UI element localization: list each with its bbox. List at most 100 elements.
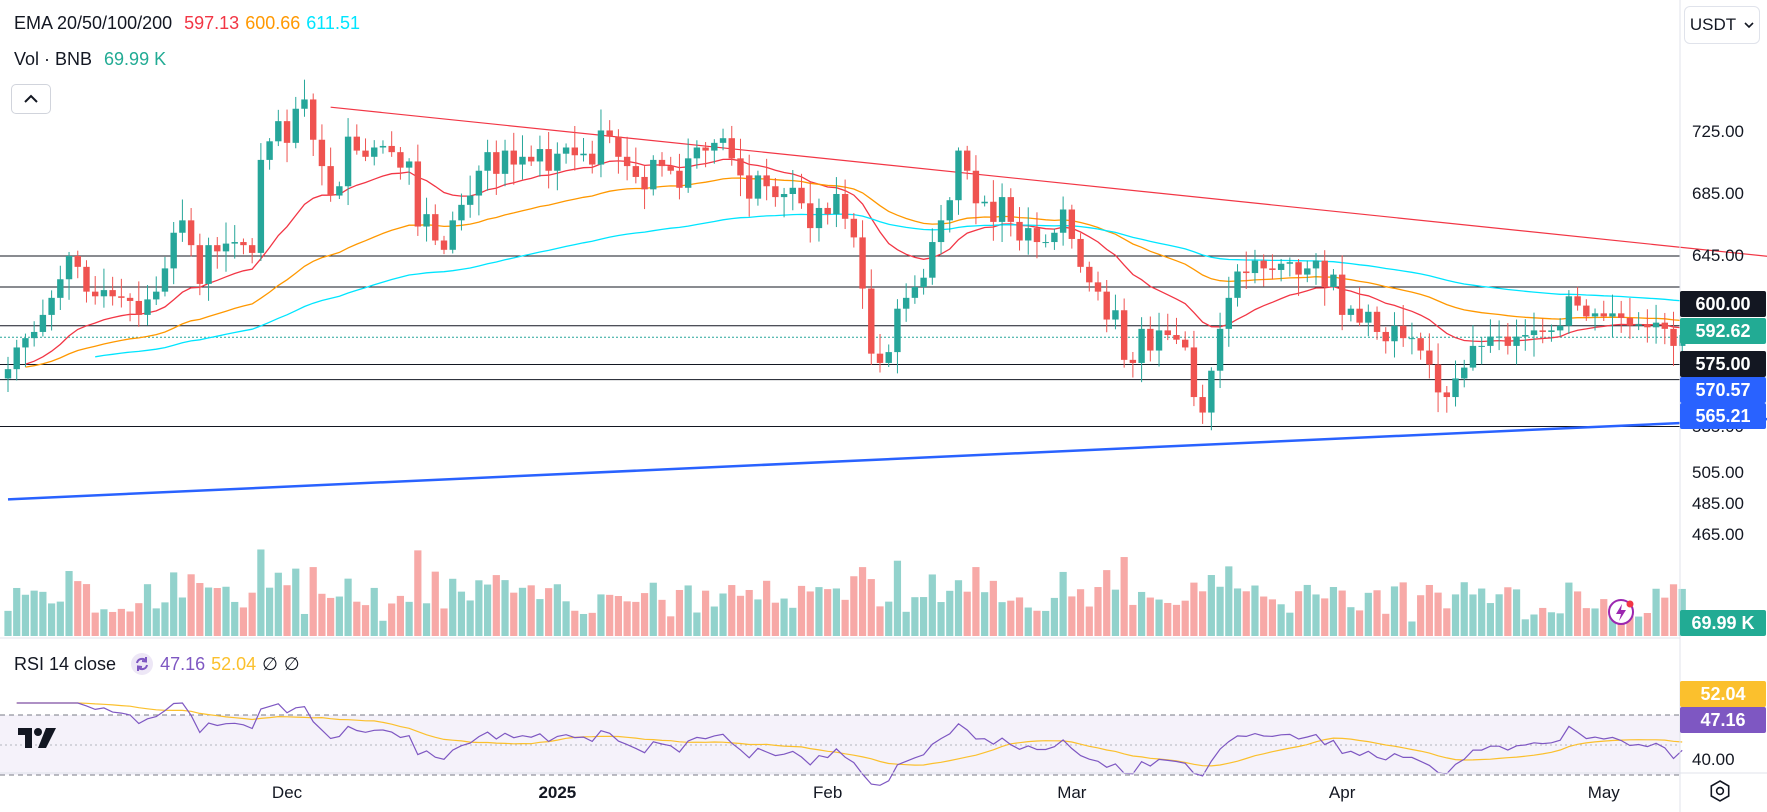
trendline-570-badge: 570.57 bbox=[1680, 377, 1766, 403]
volume-bar bbox=[632, 601, 640, 636]
candle-body bbox=[711, 142, 718, 151]
candle-body bbox=[310, 99, 317, 140]
candle-body bbox=[746, 175, 753, 199]
candle-body bbox=[1216, 328, 1224, 371]
volume-bar bbox=[318, 593, 326, 636]
volume-bar bbox=[806, 591, 814, 636]
candle-body bbox=[1461, 367, 1468, 379]
volume-bar bbox=[1015, 597, 1024, 636]
rsi-line bbox=[16, 702, 1683, 786]
volume-bar bbox=[1338, 590, 1346, 636]
candle-body bbox=[187, 220, 195, 246]
candle-body bbox=[1356, 308, 1363, 323]
volume-bar bbox=[379, 620, 387, 636]
flash-icon[interactable] bbox=[1606, 597, 1636, 627]
volume-bar bbox=[457, 591, 466, 636]
candle-body bbox=[632, 166, 640, 177]
candle-body bbox=[484, 152, 491, 171]
candle-body bbox=[510, 150, 517, 165]
candle-body bbox=[423, 214, 430, 227]
candle-body bbox=[737, 158, 744, 176]
price-tick-485-00: 485.00 bbox=[1692, 494, 1744, 513]
volume-bar bbox=[13, 587, 21, 636]
chevron-down-icon bbox=[1744, 21, 1754, 28]
volume-bar bbox=[858, 567, 867, 636]
volume-bar bbox=[327, 597, 335, 636]
volume-bar bbox=[1469, 594, 1477, 636]
candle-body bbox=[789, 187, 796, 194]
candle-body bbox=[196, 245, 204, 284]
volume-bar bbox=[763, 580, 771, 636]
candle-body bbox=[1182, 339, 1189, 348]
volume-bar bbox=[414, 550, 422, 636]
candle-body bbox=[885, 352, 892, 363]
volume-bar bbox=[1547, 612, 1556, 636]
candle-body bbox=[1522, 335, 1529, 337]
collapse-legend-button[interactable] bbox=[11, 84, 51, 114]
price-tick-465-00: 465.00 bbox=[1692, 525, 1744, 544]
candle-body bbox=[1583, 305, 1590, 317]
candle-body bbox=[153, 291, 160, 300]
candle-body bbox=[798, 187, 805, 204]
ema50-value: 600.66 bbox=[245, 13, 301, 33]
candle-body bbox=[562, 147, 570, 154]
last-price-badge: 592.62 bbox=[1680, 318, 1766, 344]
candle-body bbox=[1129, 359, 1137, 363]
candle-body bbox=[841, 194, 849, 219]
rsi-ma-badge: 52.04 bbox=[1680, 681, 1766, 707]
rsi-legend[interactable]: RSI 14 close 47.16 52.04 ∅ ∅ bbox=[14, 652, 300, 676]
volume-legend-label: Vol · BNB bbox=[14, 49, 93, 69]
volume-bar bbox=[1225, 566, 1233, 636]
volume-bar bbox=[370, 587, 378, 636]
volume-bar bbox=[39, 591, 47, 636]
candle-body bbox=[1286, 262, 1294, 264]
volume-bar bbox=[1390, 586, 1399, 636]
candle-body bbox=[1556, 325, 1564, 331]
volume-bar bbox=[571, 610, 579, 636]
candle-body bbox=[545, 149, 552, 171]
candle-body bbox=[1042, 242, 1049, 244]
volume-bar bbox=[614, 596, 622, 636]
volume-bar bbox=[1042, 610, 1050, 636]
candle-body bbox=[1103, 291, 1110, 320]
volume-bar bbox=[1399, 582, 1407, 636]
volume-legend[interactable]: Vol · BNB 69.99 K bbox=[14, 49, 166, 70]
candle-body bbox=[344, 136, 352, 187]
volume-bar bbox=[466, 600, 474, 636]
candle-body bbox=[214, 245, 221, 252]
candle-body bbox=[74, 256, 81, 267]
volume-bar bbox=[1076, 589, 1085, 636]
settings-gear-icon[interactable] bbox=[1709, 780, 1731, 802]
candle-body bbox=[1190, 347, 1198, 398]
volume-bar bbox=[91, 612, 99, 636]
candle-body bbox=[1251, 260, 1259, 274]
candle-body bbox=[48, 297, 55, 315]
volume-bar bbox=[1574, 591, 1582, 636]
currency-selector[interactable]: USDT bbox=[1684, 6, 1760, 44]
volume-bar bbox=[1460, 582, 1468, 636]
candle-body bbox=[1487, 336, 1494, 346]
candle-body bbox=[528, 156, 535, 162]
volume-bar bbox=[1434, 592, 1442, 636]
volume-bar bbox=[1539, 607, 1547, 636]
volume-bar bbox=[1382, 613, 1390, 636]
volume-bar bbox=[257, 549, 265, 636]
volume-bar bbox=[1661, 597, 1669, 636]
candle-body bbox=[719, 138, 727, 143]
candle-body bbox=[902, 297, 910, 309]
ema-legend[interactable]: EMA 20/50/100/200 597.13 600.66 611.51 bbox=[14, 13, 360, 34]
candle-body bbox=[972, 170, 980, 204]
candle-body bbox=[623, 156, 631, 167]
volume-bar bbox=[56, 601, 64, 636]
ema-legend-label: EMA 20/50/100/200 bbox=[14, 13, 173, 33]
volume-bar bbox=[196, 583, 204, 636]
volume-bar bbox=[545, 588, 553, 636]
volume-bar bbox=[850, 576, 858, 636]
volume-bar bbox=[1495, 594, 1503, 636]
candle-body bbox=[1155, 330, 1163, 351]
volume-bar bbox=[1417, 595, 1425, 636]
volume-bar bbox=[475, 580, 483, 636]
candle-body bbox=[1243, 271, 1250, 274]
volume-bar bbox=[1294, 591, 1303, 636]
